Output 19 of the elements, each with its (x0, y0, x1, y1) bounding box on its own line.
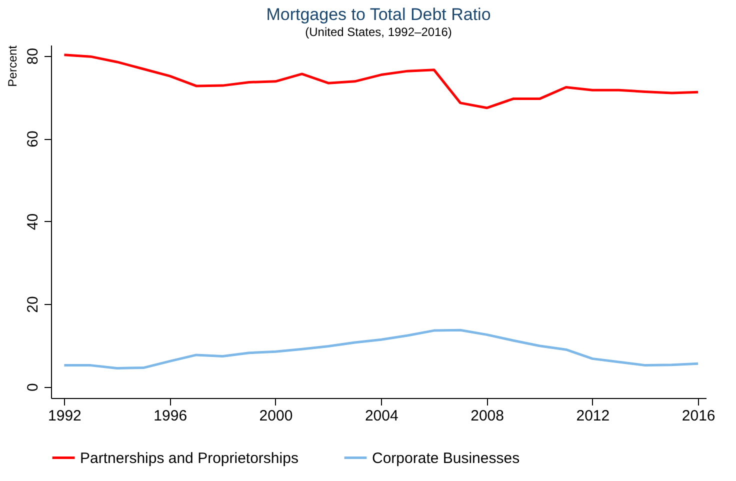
chart-subtitle: (United States, 1992–2016) (305, 25, 452, 39)
y-tick-label: 60 (24, 130, 42, 148)
legend-label: Corporate Businesses (372, 450, 520, 467)
x-tick-label: 1996 (154, 408, 188, 424)
y-tick-label: 0 (24, 383, 42, 392)
x-tick-label: 1992 (48, 408, 82, 424)
x-tick-label: 2016 (682, 408, 716, 424)
line-series (62, 328, 700, 370)
line-series (62, 54, 700, 110)
x-tick-label: 2004 (364, 408, 398, 424)
legend-label: Partnerships and Proprietorships (80, 450, 298, 467)
y-tick-label: 80 (24, 48, 42, 65)
x-tick-label: 2012 (576, 408, 610, 424)
y-axis-title: Percent (6, 44, 20, 87)
chart-title: Mortgages to Total Debt Ratio (266, 5, 491, 24)
x-tick-label: 2008 (470, 408, 504, 424)
y-tick-label: 20 (24, 296, 42, 313)
x-tick-label: 2000 (259, 408, 293, 424)
y-tick-label: 40 (24, 213, 42, 230)
